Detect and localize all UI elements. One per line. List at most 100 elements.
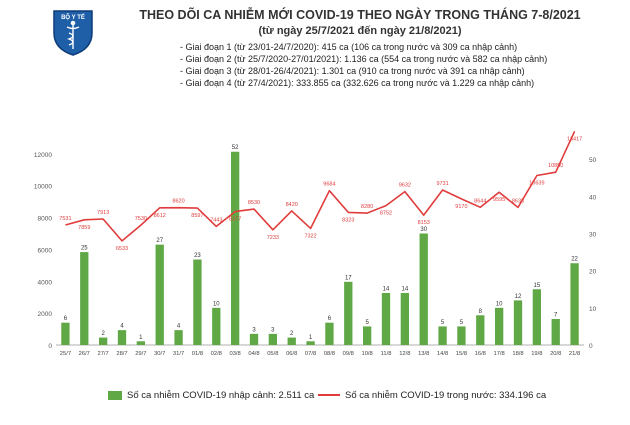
imported-bar-label: 1 bbox=[309, 335, 313, 341]
chart-title: THEO DÕI CA NHIỄM MỚI COVID-19 THEO NGÀY… bbox=[139, 8, 581, 22]
imported-bar bbox=[155, 244, 164, 345]
x-tick-label: 03/8 bbox=[229, 351, 240, 357]
caduceus-icon bbox=[66, 20, 80, 49]
domestic-cases-line bbox=[65, 130, 576, 242]
y-left-tick-label: 12000 bbox=[34, 152, 52, 159]
y-left-tick-label: 8000 bbox=[38, 216, 53, 223]
domestic-point-label: 6533 bbox=[116, 246, 128, 252]
x-tick-label: 27/7 bbox=[97, 351, 108, 357]
domestic-point-label: 8612 bbox=[154, 213, 166, 219]
y-right-tick-label: 10 bbox=[589, 306, 597, 313]
x-tick-label: 26/7 bbox=[79, 351, 90, 357]
legend-bar-swatch bbox=[108, 390, 122, 400]
imported-bar bbox=[438, 326, 447, 345]
imported-bar-label: 8 bbox=[479, 309, 483, 315]
x-tick-label: 30/7 bbox=[154, 351, 165, 357]
x-tick-label: 31/7 bbox=[173, 351, 184, 357]
phase-2-summary: - Giai đoạn 2 (từ 25/7/2020-27/01/2021):… bbox=[180, 54, 548, 64]
legend-domestic-label: Số ca nhiễm COVID-19 trong nước: 334.196… bbox=[345, 390, 547, 401]
imported-bar bbox=[212, 307, 221, 345]
x-tick-label: 25/7 bbox=[60, 351, 71, 357]
imported-bar bbox=[381, 292, 391, 345]
domestic-point-label: 10850 bbox=[548, 163, 563, 169]
y-right-tick-label: 50 bbox=[589, 157, 597, 164]
x-tick-label: 01/8 bbox=[192, 351, 203, 357]
x-tick-label: 12/8 bbox=[399, 351, 410, 357]
domestic-point-label: 8420 bbox=[286, 202, 298, 208]
domestic-point-label: 8752 bbox=[380, 211, 392, 217]
imported-bar-label: 7 bbox=[554, 312, 558, 318]
x-tick-label: 06/8 bbox=[286, 351, 297, 357]
phase-summary-list: - Giai đoạn 1 (từ 23/01-24/7/2020): 415 … bbox=[180, 41, 547, 89]
domestic-point-label: 7530 bbox=[135, 216, 147, 222]
domestic-point-label: 8377 bbox=[229, 217, 241, 223]
imported-bar bbox=[457, 326, 466, 345]
y-left-tick-label: 10000 bbox=[34, 184, 52, 191]
x-tick-label: 10/8 bbox=[361, 351, 372, 357]
x-tick-label: 04/8 bbox=[248, 351, 259, 357]
ministry-logo: BỘ Y TẾ bbox=[53, 10, 93, 56]
phase-4-summary: - Giai đoạn 4 (từ 27/4/2021): 333.855 ca… bbox=[180, 78, 535, 88]
imported-bar-label: 3 bbox=[271, 327, 275, 333]
imported-bar bbox=[136, 341, 146, 345]
domestic-point-label: 8638 bbox=[512, 198, 524, 204]
domestic-point-label: 10639 bbox=[529, 181, 544, 187]
imported-bar bbox=[287, 337, 296, 345]
x-tick-label: 14/8 bbox=[437, 351, 448, 357]
imported-bar-label: 22 bbox=[571, 257, 578, 263]
imported-bar bbox=[325, 322, 334, 345]
domestic-point-label: 8280 bbox=[361, 204, 373, 210]
imported-bar bbox=[400, 292, 410, 345]
y-left-tick-label: 2000 bbox=[38, 311, 53, 318]
domestic-point-label: 9684 bbox=[323, 182, 335, 188]
domestic-point-label: 7233 bbox=[267, 235, 279, 241]
x-tick-label: 21/8 bbox=[569, 351, 580, 357]
imported-bar bbox=[494, 307, 504, 345]
imported-bar bbox=[551, 318, 560, 345]
domestic-point-label: 7913 bbox=[97, 210, 109, 216]
domestic-point-label: 7531 bbox=[59, 216, 71, 222]
imported-bar-label: 17 bbox=[345, 275, 352, 281]
imported-bar-label: 4 bbox=[120, 324, 124, 330]
imported-bar-label: 30 bbox=[420, 227, 427, 233]
y-left-tick-label: 0 bbox=[48, 343, 52, 350]
x-tick-label: 29/7 bbox=[135, 351, 146, 357]
x-tick-label: 11/8 bbox=[381, 351, 392, 357]
x-tick-label: 13/8 bbox=[418, 351, 429, 357]
imported-bar bbox=[532, 289, 542, 345]
imported-bar bbox=[476, 315, 485, 345]
y-left-tick-label: 4000 bbox=[38, 279, 53, 286]
imported-bar bbox=[570, 263, 579, 345]
imported-bar bbox=[249, 333, 259, 345]
x-tick-label: 09/8 bbox=[343, 351, 354, 357]
imported-bar bbox=[419, 233, 428, 345]
imported-bar-label: 14 bbox=[383, 286, 390, 292]
x-tick-label: 05/8 bbox=[267, 351, 278, 357]
imported-bar bbox=[61, 322, 70, 345]
imported-bar bbox=[268, 333, 278, 345]
imported-bar-label: 2 bbox=[101, 331, 105, 337]
y-right-tick-label: 40 bbox=[589, 194, 597, 201]
imported-bar-label: 5 bbox=[441, 320, 445, 326]
imported-bar-label: 4 bbox=[177, 324, 181, 330]
logo-text: BỘ Y TẾ bbox=[61, 13, 85, 21]
domestic-point-label: 8644 bbox=[474, 198, 486, 204]
domestic-point-label: 8530 bbox=[248, 200, 260, 206]
domestic-point-label: 7859 bbox=[78, 225, 90, 231]
x-tick-label: 16/8 bbox=[475, 351, 486, 357]
x-tick-label: 17/8 bbox=[493, 351, 504, 357]
imported-bar bbox=[513, 300, 523, 345]
x-tick-label: 08/8 bbox=[324, 351, 335, 357]
x-tick-label: 28/7 bbox=[116, 351, 127, 357]
domestic-point-label: 8323 bbox=[342, 217, 354, 223]
imported-bar-label: 12 bbox=[515, 294, 522, 300]
imported-bar bbox=[362, 326, 372, 345]
imported-bar bbox=[230, 151, 240, 345]
imported-bar-label: 3 bbox=[252, 327, 256, 333]
imported-bar bbox=[344, 281, 353, 345]
domestic-point-label: 7443 bbox=[210, 217, 222, 223]
imported-bar-label: 5 bbox=[460, 320, 464, 326]
y-right-tick-label: 0 bbox=[589, 343, 593, 350]
imported-bar-label: 14 bbox=[402, 286, 409, 292]
